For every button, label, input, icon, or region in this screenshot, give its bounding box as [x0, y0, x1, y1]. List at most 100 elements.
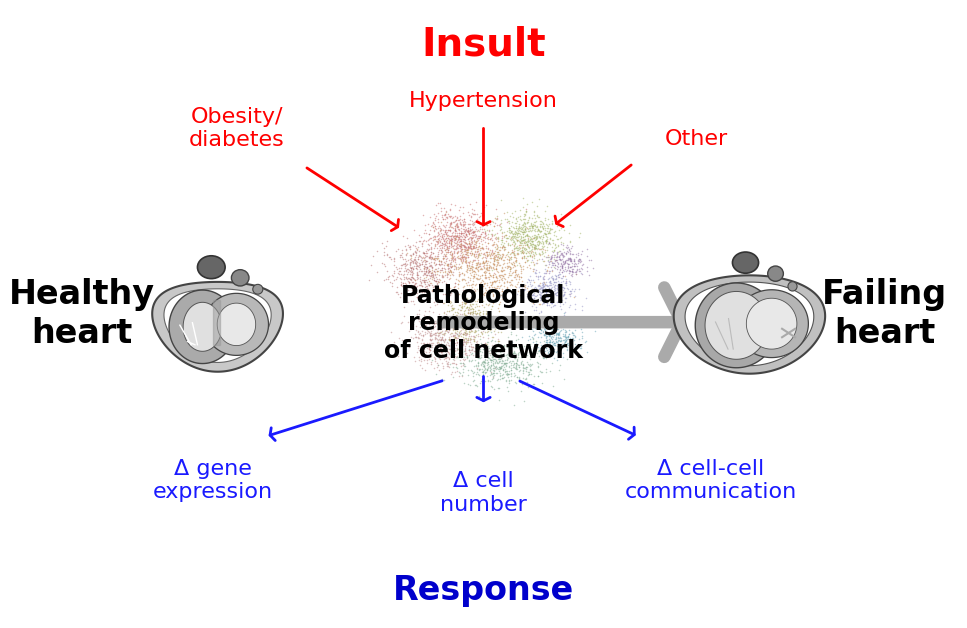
Point [438, 325, 454, 335]
Point [526, 207, 542, 217]
Point [395, 259, 410, 269]
Point [533, 295, 548, 305]
Point [540, 290, 555, 300]
Point [428, 210, 444, 220]
Point [513, 247, 529, 257]
Point [459, 313, 475, 323]
Point [528, 302, 543, 312]
Point [524, 222, 540, 232]
Point [432, 316, 448, 326]
Point [542, 276, 558, 286]
Point [443, 301, 458, 311]
Point [514, 356, 530, 366]
Point [444, 305, 459, 315]
Point [514, 373, 530, 383]
Point [484, 279, 499, 290]
Point [508, 335, 523, 345]
Point [460, 219, 476, 229]
Point [463, 232, 479, 242]
Point [437, 289, 453, 299]
Point [445, 362, 460, 372]
Point [447, 355, 462, 365]
Point [512, 372, 527, 382]
Point [479, 217, 494, 227]
Point [529, 290, 544, 300]
Point [477, 357, 492, 367]
Point [469, 315, 484, 325]
Point [558, 330, 573, 340]
Point [440, 357, 455, 367]
Point [448, 215, 463, 225]
Point [528, 268, 543, 278]
Text: Other: Other [664, 129, 728, 149]
Point [503, 360, 518, 370]
Point [534, 246, 549, 256]
Point [451, 344, 466, 354]
Point [419, 270, 434, 280]
Point [466, 332, 482, 342]
Point [505, 234, 520, 244]
Point [450, 311, 465, 322]
Point [547, 289, 563, 299]
Point [453, 318, 468, 328]
Point [463, 322, 479, 332]
Point [546, 327, 562, 337]
Point [433, 237, 449, 247]
Point [400, 276, 416, 286]
Point [415, 256, 430, 266]
Point [517, 246, 533, 256]
Point [445, 223, 460, 233]
Point [467, 222, 483, 232]
Point [439, 354, 454, 364]
Point [464, 261, 480, 271]
Point [539, 286, 554, 296]
Point [442, 241, 457, 251]
Point [456, 311, 472, 322]
Point [553, 278, 569, 288]
Point [531, 225, 546, 235]
Point [534, 249, 549, 259]
Point [458, 333, 474, 343]
Point [515, 222, 531, 232]
Point [457, 354, 473, 364]
Point [488, 263, 504, 273]
Point [468, 230, 484, 241]
Point [438, 309, 454, 319]
Point [482, 270, 497, 280]
Point [446, 246, 461, 256]
Point [458, 238, 474, 248]
Point [445, 336, 460, 346]
Point [401, 277, 417, 287]
Point [482, 250, 497, 260]
Point [536, 274, 551, 284]
Point [510, 241, 525, 251]
Point [518, 342, 534, 352]
Point [538, 245, 553, 255]
Point [533, 343, 548, 353]
Point [411, 251, 426, 261]
Point [412, 264, 427, 274]
Text: Hypertension: Hypertension [409, 91, 558, 111]
Point [455, 236, 471, 246]
Point [436, 307, 452, 317]
Point [426, 219, 442, 229]
Point [403, 263, 419, 273]
Point [568, 331, 583, 341]
Point [416, 331, 431, 341]
Point [574, 333, 590, 343]
Point [511, 246, 526, 256]
Point [437, 225, 453, 236]
Point [457, 337, 473, 347]
Point [547, 250, 563, 260]
Point [529, 348, 544, 358]
Point [481, 311, 496, 321]
Point [471, 315, 486, 325]
Point [448, 237, 463, 247]
Point [541, 228, 556, 238]
Point [525, 221, 541, 231]
Point [456, 254, 472, 264]
Point [563, 279, 578, 289]
Point [499, 355, 514, 365]
Point [530, 236, 545, 246]
Point [462, 239, 478, 249]
